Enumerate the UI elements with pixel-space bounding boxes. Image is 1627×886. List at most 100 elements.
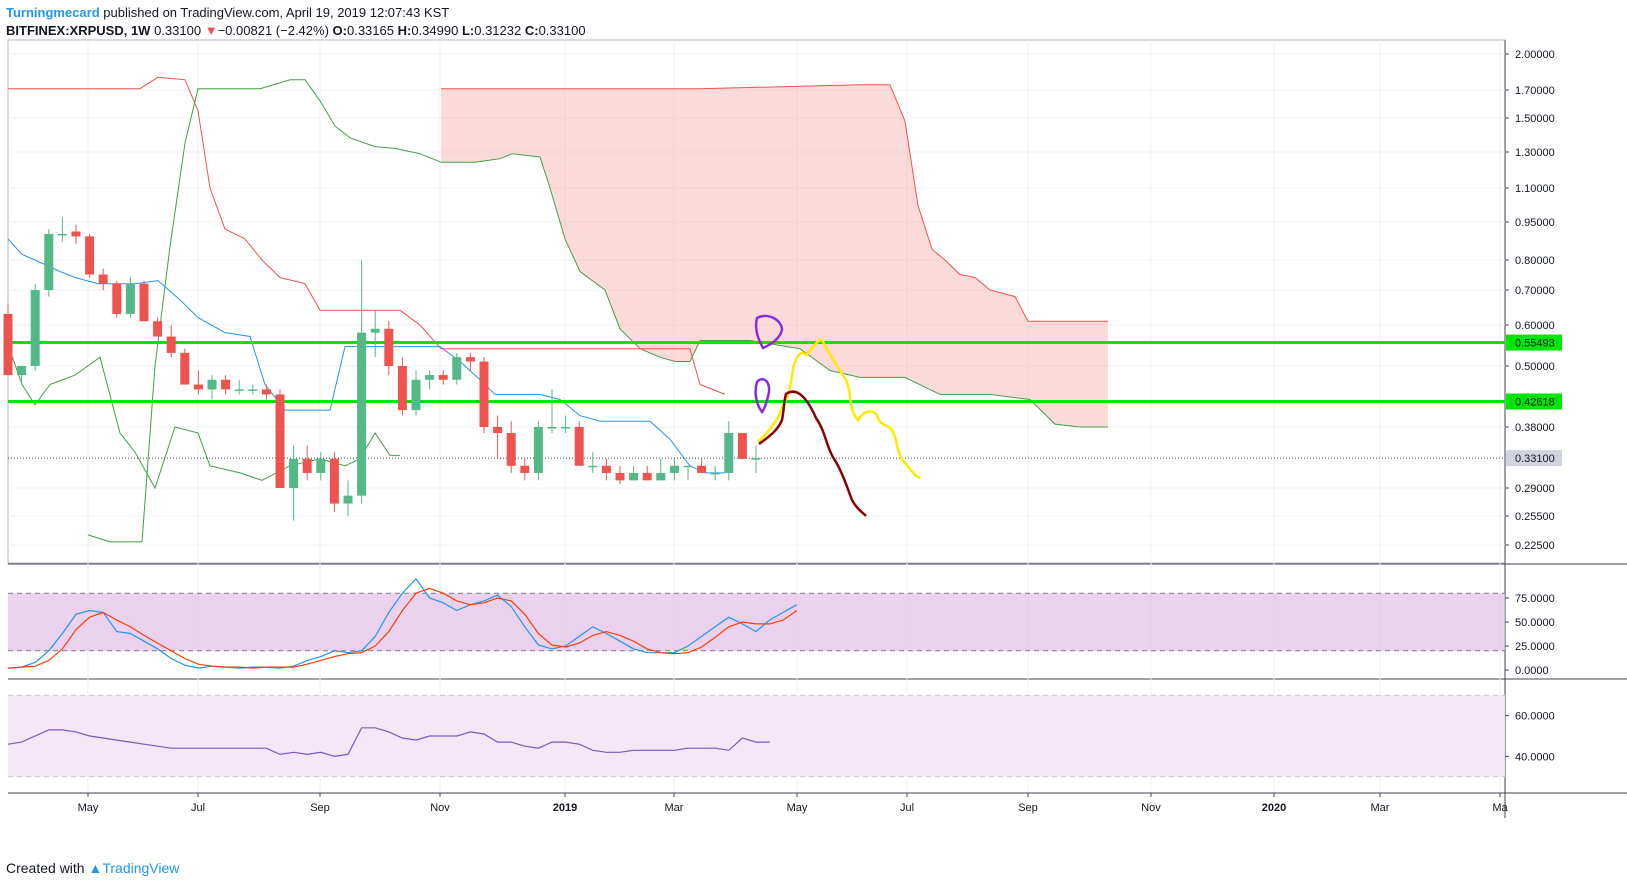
candle-body [343, 495, 353, 504]
chart-header: Turningmecard published on TradingView.c… [6, 4, 449, 22]
x-axis-label: Sep [310, 802, 330, 814]
author-link[interactable]: Turningmecard [6, 5, 100, 20]
rsi-line [7, 727, 770, 758]
candle-body [697, 465, 707, 473]
price-axis-label: 0.25500 [1515, 511, 1555, 523]
x-axis-label: Jul [900, 802, 914, 814]
past-senkou-a-line [8, 76, 726, 395]
candle-body [384, 328, 394, 366]
candle-body [615, 472, 625, 481]
candle-body [316, 458, 326, 473]
candle-body [166, 336, 176, 353]
price-axis-label: 1.30000 [1515, 147, 1555, 159]
x-axis-label: Ma [1492, 802, 1508, 814]
candle-body [710, 472, 720, 475]
x-axis-label: 2020 [1262, 802, 1286, 814]
price-axis-label: 2.00000 [1515, 49, 1555, 61]
last-price: 0.33100 [154, 23, 202, 38]
created-with-label: Created with [6, 860, 85, 876]
candle-body [574, 427, 584, 466]
level-price-tag [1506, 393, 1562, 410]
price-change: −0.00821 (−2.42%) [217, 23, 329, 38]
candle-body [724, 433, 734, 473]
senkou-span-a-line [441, 84, 1108, 322]
price-axis-label: 1.70000 [1515, 85, 1555, 97]
candle-body [533, 427, 543, 473]
candle-body [248, 389, 258, 391]
last-price-tag [1506, 450, 1562, 467]
candle-body [17, 366, 27, 376]
candle-body [561, 427, 571, 429]
candle-body [125, 283, 135, 314]
rsi-axis-label: 40.0000 [1515, 751, 1555, 763]
candle-body [261, 389, 271, 395]
candle-body [44, 233, 54, 290]
past-senkou-b-line [87, 79, 442, 543]
price-axis-label: 1.10000 [1515, 183, 1555, 195]
candle-body [465, 357, 475, 362]
candle-body [275, 394, 285, 488]
low-value: 0.31232 [474, 23, 522, 38]
down-arrow-icon: ▼ [204, 23, 218, 38]
drawing-purple-loop-bottom [754, 378, 771, 414]
x-axis-label: 2019 [553, 802, 577, 814]
candle-body [3, 313, 13, 376]
ohlc-legend: BITFINEX:XRPUSD, 1W 0.33100 ▼−0.00821 (−… [6, 22, 586, 40]
published-info: published on TradingView.com, April 19, … [103, 5, 450, 20]
candle-body [411, 379, 421, 411]
level-price-tag [1506, 334, 1562, 351]
open-label: O: [332, 23, 347, 38]
candle-body [438, 375, 448, 380]
candle-body [207, 379, 217, 390]
price-axis-label: 0.95000 [1515, 217, 1555, 229]
candle-body [493, 427, 503, 434]
candle-body [302, 458, 312, 473]
candle-body [547, 427, 557, 429]
footer: Created with ▲TradingView [6, 860, 179, 876]
candle-body [85, 236, 95, 275]
candle-body [588, 465, 598, 468]
candle-body [193, 384, 203, 390]
x-axis-label: Jul [191, 802, 205, 814]
symbol-label[interactable]: BITFINEX:XRPUSD, 1W [6, 23, 151, 38]
candle-body [221, 379, 231, 390]
ichimoku-cloud [441, 84, 1108, 428]
low-label: L: [461, 23, 475, 38]
stoch-axis-label: 50.0000 [1515, 617, 1555, 629]
candle-body [57, 233, 67, 236]
x-axis-label: Mar [1371, 802, 1390, 814]
price-axis-label: 0.70000 [1515, 285, 1555, 297]
level-price-label: 0.55493 [1515, 338, 1555, 350]
stoch-band [8, 593, 1505, 651]
tradingview-brand[interactable]: TradingView [102, 860, 180, 876]
candle-body [180, 352, 190, 385]
x-axis-label: Mar [665, 802, 684, 814]
stoch-axis-label: 75.0000 [1515, 593, 1555, 605]
chikou-span-line [7, 344, 400, 490]
tradingview-logo-icon: ▲ [88, 860, 103, 876]
candle-body [751, 458, 761, 460]
drawing-purple-loop-top [754, 314, 784, 350]
tenkan-sen-line [7, 238, 725, 474]
candle-body [737, 433, 747, 459]
candle-body [479, 361, 489, 427]
drawing-yellow-path [757, 338, 921, 480]
price-axis-label: 0.29000 [1515, 483, 1555, 495]
candle-body [506, 433, 516, 466]
candle-body [153, 321, 163, 337]
candle-body [329, 458, 339, 504]
price-axis-label: 0.38000 [1515, 422, 1555, 434]
drawing-darkred-path [758, 390, 867, 517]
stoch-axis-label: 0.0000 [1515, 665, 1549, 677]
close-value: 0.33100 [538, 23, 586, 38]
candle-body [112, 283, 122, 314]
candle-body [71, 231, 81, 237]
stoch-d-line [7, 587, 798, 669]
x-axis-label: May [78, 802, 99, 814]
candle-body [30, 290, 40, 366]
price-axis-label: 0.22500 [1515, 540, 1555, 552]
candle-body [357, 332, 367, 496]
candle-body [601, 465, 611, 473]
x-axis-label: Sep [1018, 802, 1038, 814]
